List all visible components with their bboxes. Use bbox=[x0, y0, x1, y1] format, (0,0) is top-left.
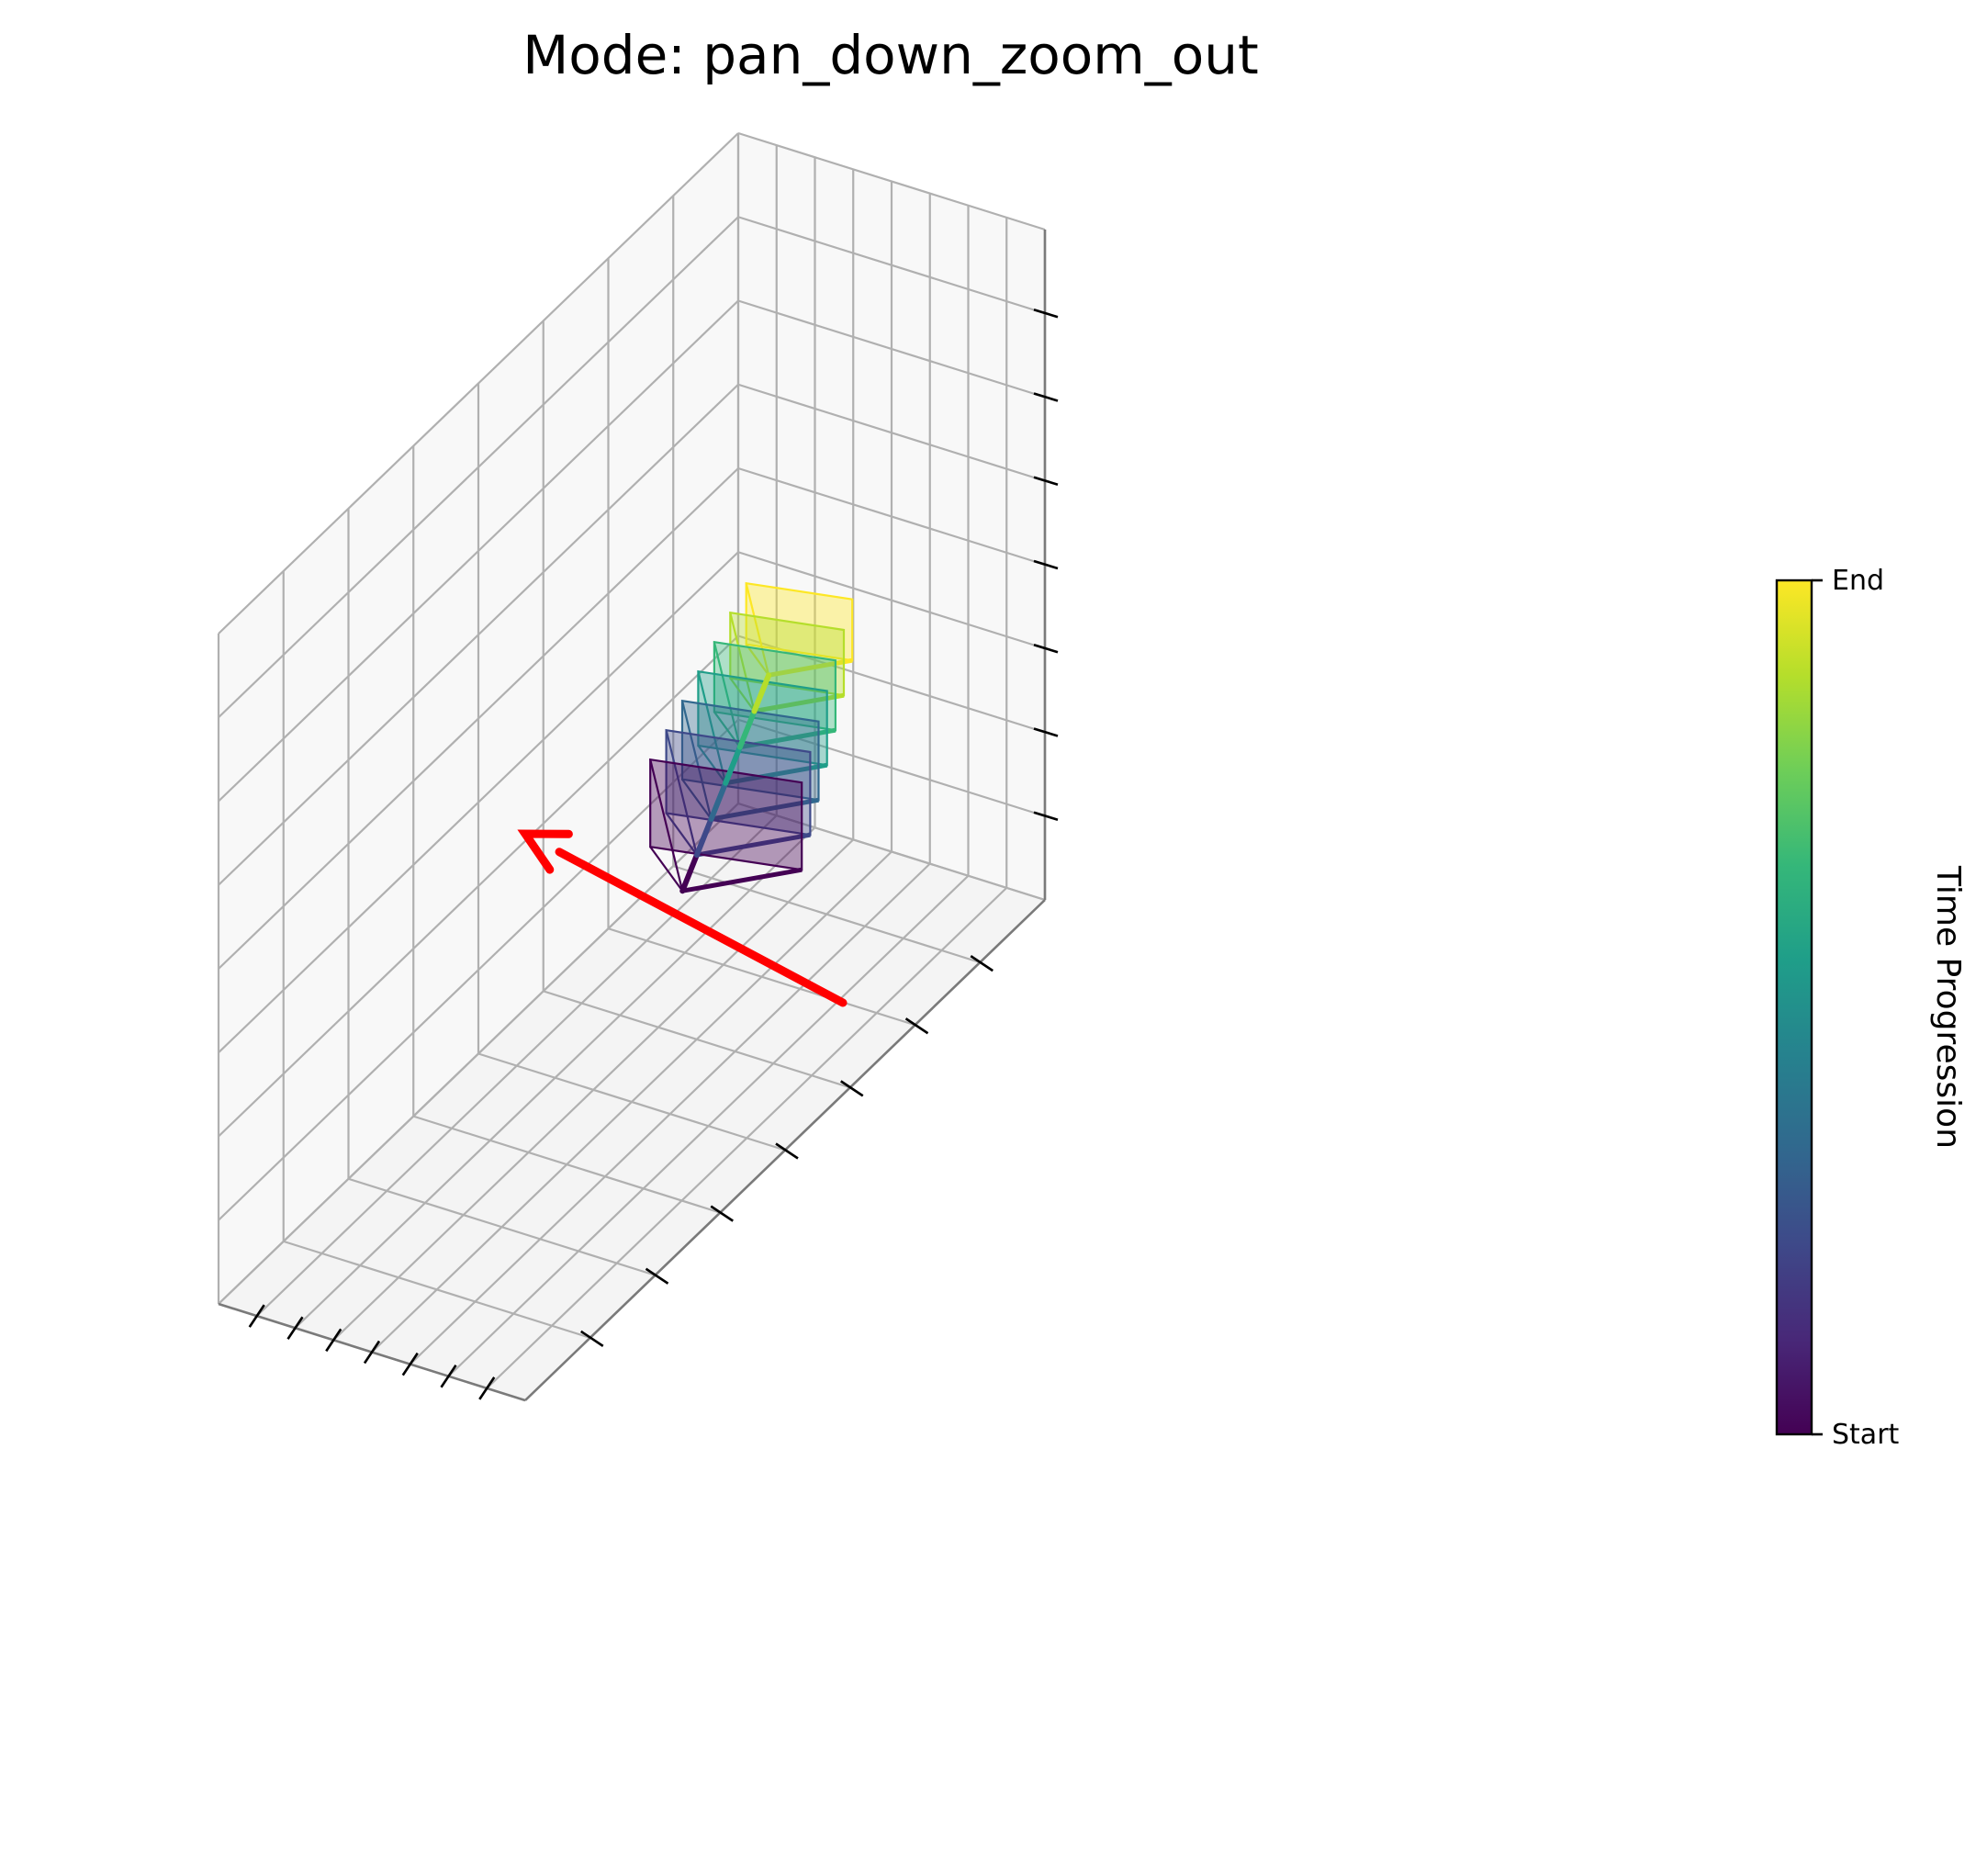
colorbar-tick-label-start: Start bbox=[1832, 1419, 1900, 1451]
chart-title: Mode: pan_down_zoom_out bbox=[522, 24, 1259, 86]
colorbar-tick-label-end: End bbox=[1832, 565, 1884, 597]
colorbar-gradient bbox=[1777, 580, 1812, 1434]
colorbar-label: Time Progression bbox=[1929, 865, 1967, 1149]
axes-3d bbox=[219, 133, 1058, 1400]
colorbar: End Start Time Progression bbox=[1777, 565, 1967, 1451]
